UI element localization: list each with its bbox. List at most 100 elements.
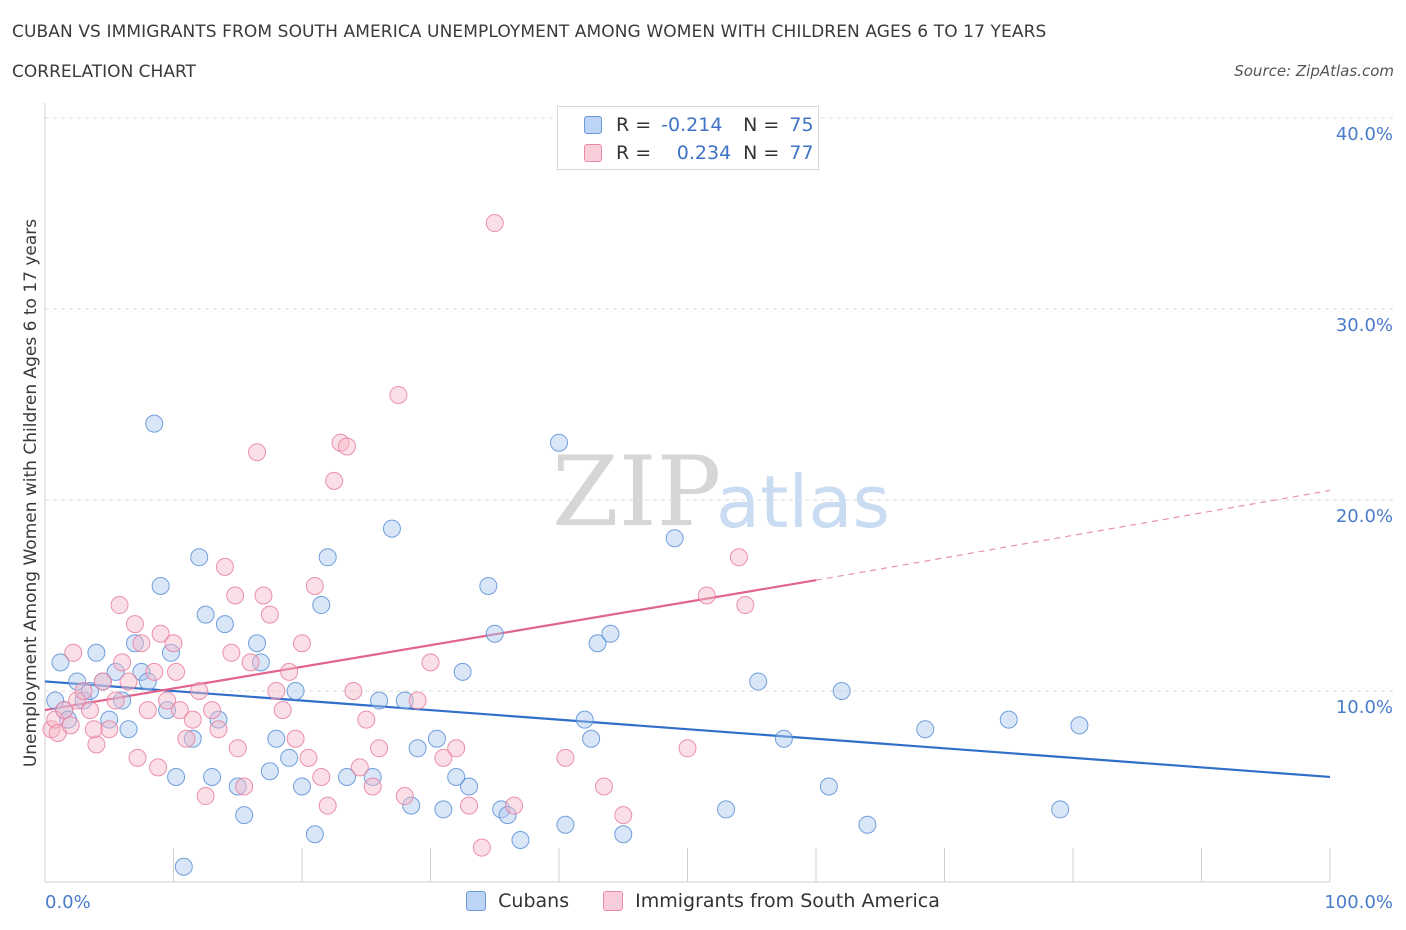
immigrants-point [106, 691, 125, 710]
y-axis-label: Unemployment Among Women with Children A… [21, 219, 41, 767]
immigrants-point [167, 662, 186, 681]
immigrants-point [110, 596, 129, 615]
immigrants-point [350, 758, 369, 777]
immigrants-point [100, 720, 119, 739]
cubans-point [68, 672, 87, 691]
watermark-zip: ZIP [552, 436, 721, 548]
immigrants-point [190, 682, 209, 700]
immigrants-point [203, 701, 222, 720]
immigrants-point [235, 777, 254, 796]
immigrants-point [363, 777, 382, 796]
cubans-point [151, 576, 170, 595]
cubans-point [74, 691, 93, 710]
cubans-point [485, 624, 504, 643]
cubans-point [209, 710, 228, 729]
immigrants-point [248, 443, 267, 462]
cubans-point [999, 710, 1018, 729]
cubans-point [145, 414, 164, 433]
cubans-point [479, 576, 498, 595]
cubans-point [167, 767, 186, 786]
immigrants-point [408, 691, 427, 710]
cubans-point [100, 710, 119, 729]
series-legend-immigrants: Immigrants from South America [603, 890, 940, 912]
immigrants-point [421, 653, 440, 672]
cubans-point [251, 653, 270, 672]
immigrants-point [74, 682, 93, 700]
y-tick-labels: 10.0% 20.0% 30.0% 40.0% [1336, 124, 1393, 718]
cubans-point [582, 729, 601, 748]
cubans-point [267, 729, 286, 748]
grid-lines [45, 117, 1394, 692]
immigrants-point [132, 634, 151, 653]
immigrants-point [305, 576, 324, 595]
immigrants-point [280, 662, 299, 681]
immigrants-point [145, 662, 164, 681]
cubans-point [174, 857, 193, 876]
cubans-point [119, 720, 138, 739]
legend-row-cubans: R = -0.214 N = 75 [584, 113, 814, 137]
immigrants-point [228, 739, 247, 758]
immigrants-point [460, 796, 479, 815]
immigrants-point [119, 672, 138, 691]
immigrants-point [736, 596, 755, 615]
immigrants-point [472, 838, 491, 857]
correlation-legend: R = -0.214 N = 75 R = 0.234 N = 77 [557, 106, 819, 170]
legend-swatch-cubans [584, 116, 602, 134]
immigrants-point [697, 586, 716, 605]
immigrants-point [55, 701, 74, 720]
immigrants-point [337, 437, 356, 456]
immigrants-point [68, 691, 87, 710]
legend-n-value: 75 [789, 114, 814, 136]
immigrants-point [318, 796, 337, 815]
cubans-point [434, 800, 453, 819]
immigrants-point [299, 748, 318, 767]
x-tick-label: 0.0% [45, 892, 91, 913]
legend-r-label: R = [616, 114, 652, 136]
cubans-point [106, 662, 125, 681]
cubans-point [774, 729, 793, 748]
cubans-point [305, 825, 324, 844]
cubans-point [402, 796, 421, 815]
immigrants-point [594, 777, 613, 796]
immigrants-point [267, 682, 286, 700]
cubans-point [427, 729, 446, 748]
chart-title: CUBAN VS IMMIGRANTS FROM SOUTH AMERICA U… [12, 22, 1047, 42]
immigrants-point [556, 748, 575, 767]
legend-r-label: R = [616, 142, 652, 164]
cubans-point [395, 691, 414, 710]
immigrants-point [170, 701, 189, 720]
immigrants-point [215, 557, 234, 576]
watermark: ZIP atlas [552, 436, 890, 548]
immigrants-point [164, 634, 183, 653]
cubans-point [575, 710, 594, 729]
cubans-point [260, 762, 279, 781]
data-points [42, 214, 1089, 876]
cubans-point [408, 739, 427, 758]
immigrants-point [273, 701, 292, 720]
immigrants-point [125, 615, 144, 634]
cubans-point [498, 806, 517, 825]
cubans-point [87, 643, 106, 662]
cubans-point [614, 825, 633, 844]
axes [44, 103, 1331, 883]
series-legend-cubans: Cubans [466, 890, 569, 912]
cubans-point [132, 662, 151, 681]
immigrants-point [149, 758, 168, 777]
cubans-point [447, 767, 466, 786]
series-swatch-immigrants [603, 891, 624, 911]
cubans-point [46, 691, 65, 710]
cubans-point [318, 548, 337, 567]
x-tick-labels: 0.0% 100.0% [45, 892, 1393, 913]
immigrants-point [209, 720, 228, 739]
cubans-point [158, 701, 177, 720]
y-tick-label: 10.0% [1336, 697, 1393, 718]
legend-n-label: N = [743, 142, 780, 164]
immigrants-point [64, 643, 83, 662]
legend-n-value: 77 [789, 142, 814, 164]
immigrants-trend-extension [815, 489, 1331, 581]
cubans-point [588, 634, 607, 653]
immigrants-point [344, 682, 363, 700]
cubans-point [312, 596, 331, 615]
immigrants-point [80, 701, 99, 720]
